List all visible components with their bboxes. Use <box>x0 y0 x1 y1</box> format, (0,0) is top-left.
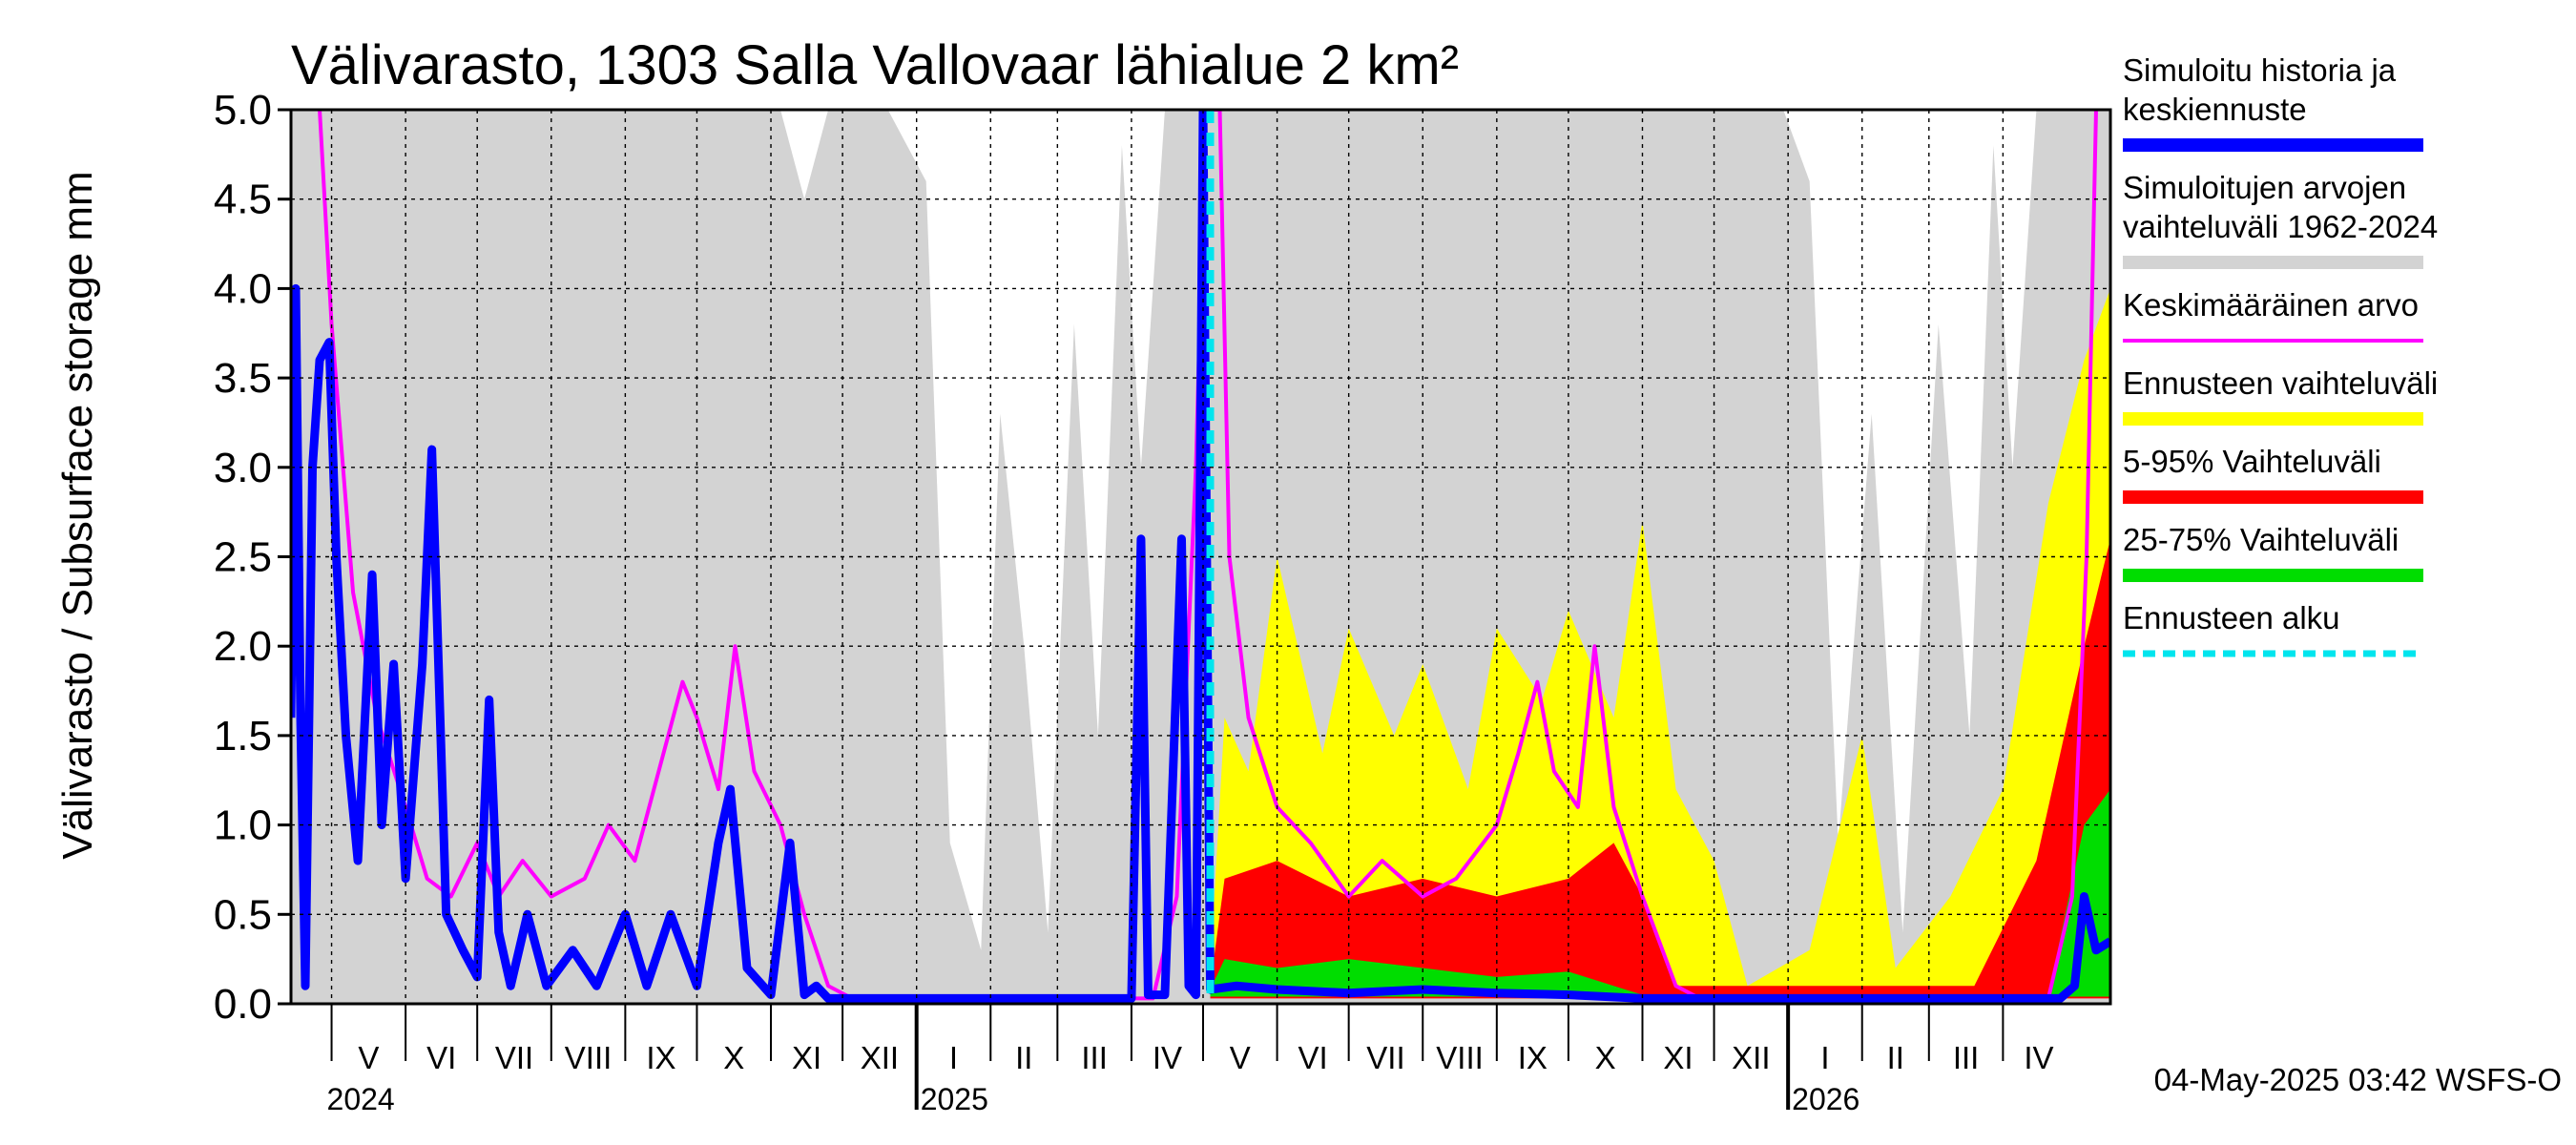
x-axis: V VI VII VIII IX X XI XII I II III IV V VI VII VIII IX X X… <box>327 1004 2054 1116</box>
x-month-label: I <box>1820 1040 1829 1075</box>
legend-item: Ennusteen alku <box>2123 600 2423 657</box>
y-axis-label: Välivarasto / Subsurface storage mm <box>54 171 101 859</box>
legend-item: 25-75% Vaihteluväli <box>2123 522 2423 582</box>
x-month-label: III <box>1081 1040 1108 1075</box>
x-month-label: VI <box>426 1040 456 1075</box>
x-month-label: X <box>1595 1040 1616 1075</box>
x-month-label: IV <box>1153 1040 1182 1075</box>
series-ennusteen-vaihteluv-li <box>1210 288 2110 995</box>
x-month-label: VII <box>1366 1040 1404 1075</box>
x-month-label: VIII <box>1436 1040 1484 1075</box>
legend-item: Simuloitu historia ja keskiennuste <box>2123 52 2423 152</box>
x-month-label: III <box>1953 1040 1980 1075</box>
legend-label: Keskimääräinen arvo <box>2123 287 2419 323</box>
legend-label: Simuloitu historia ja <box>2123 52 2397 88</box>
x-month-label: XI <box>792 1040 821 1075</box>
y-tick-label: 1.0 <box>214 802 272 849</box>
x-month-label: V <box>358 1040 379 1075</box>
legend: Simuloitu historia jakeskiennusteSimuloi… <box>2123 52 2438 657</box>
y-tick-label: 1.5 <box>214 713 272 760</box>
grid <box>291 109 2110 1005</box>
x-year-label: 2025 <box>921 1082 988 1116</box>
legend-label: Ennusteen vaihteluväli <box>2123 365 2438 401</box>
y-tick-label: 3.0 <box>214 445 272 491</box>
x-month-label: I <box>949 1040 958 1075</box>
x-year-label: 2024 <box>327 1082 395 1116</box>
x-month-label: XII <box>1732 1040 1770 1075</box>
y-tick-label: 3.5 <box>214 355 272 402</box>
legend-label: vaihteluväli 1962-2024 <box>2123 209 2438 244</box>
y-tick-label: 4.5 <box>214 177 272 223</box>
x-month-label: VII <box>495 1040 533 1075</box>
legend-label: Ennusteen alku <box>2123 600 2340 635</box>
series-25-75-vaihteluv-li <box>1210 789 2110 997</box>
y-tick-label: 0.0 <box>214 981 272 1028</box>
legend-label: keskiennuste <box>2123 92 2307 127</box>
y-axis: 0.0 0.5 1.0 1.5 2.0 2.5 3.0 3.5 4.0 4.5 5.0 <box>214 87 291 1028</box>
x-month-label: X <box>723 1040 744 1075</box>
x-month-label: VIII <box>565 1040 613 1075</box>
y-tick-label: 2.0 <box>214 623 272 670</box>
x-month-label: V <box>1230 1040 1251 1075</box>
series-keskim-r-inen-arvo <box>318 110 2098 1001</box>
legend-item: Ennusteen vaihteluväli <box>2123 365 2438 426</box>
y-tick-label: 0.5 <box>214 891 272 938</box>
legend-label: 5-95% Vaihteluväli <box>2123 444 2381 479</box>
x-month-label: IX <box>1518 1040 1548 1075</box>
x-month-label: IX <box>646 1040 675 1075</box>
x-month-label: XI <box>1663 1040 1693 1075</box>
legend-label: Simuloitujen arvojen <box>2123 170 2406 205</box>
legend-item: 5-95% Vaihteluväli <box>2123 444 2423 504</box>
y-tick-label: 2.5 <box>214 534 272 581</box>
legend-item: Keskimääräinen arvo <box>2123 287 2423 343</box>
y-tick-label: 4.0 <box>214 265 272 312</box>
x-month-label: IV <box>2024 1040 2053 1075</box>
x-year-label: 2026 <box>1792 1082 1859 1116</box>
chart-title: Välivarasto, 1303 Salla Vallovaar lähial… <box>291 34 1459 96</box>
y-tick-label: 5.0 <box>214 87 272 134</box>
legend-label: 25-75% Vaihteluväli <box>2123 522 2399 557</box>
legend-item: Simuloitujen arvojen vaihteluväli 1962-20… <box>2123 170 2438 269</box>
x-month-label: II <box>1015 1040 1032 1075</box>
x-month-label: VI <box>1298 1040 1328 1075</box>
x-month-label: II <box>1887 1040 1904 1075</box>
x-month-label: XII <box>861 1040 899 1075</box>
timestamp-footer: 04-May-2025 03:42 WSFS-O <box>2154 1062 2562 1097</box>
series-5-95-vaihteluv-li <box>1210 538 2110 999</box>
